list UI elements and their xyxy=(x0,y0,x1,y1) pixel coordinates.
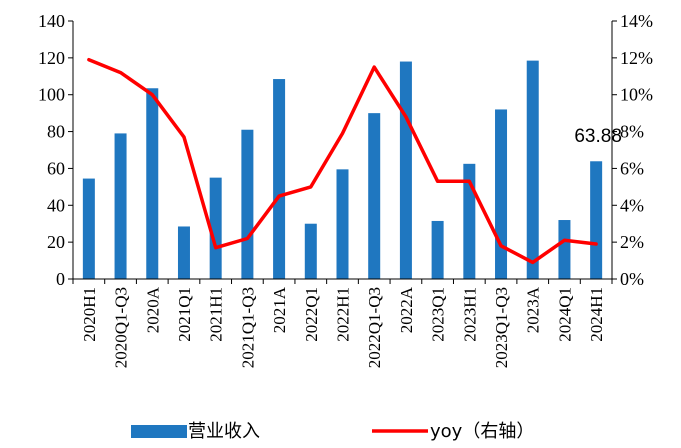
legend: 营业收入 yoy（右轴） xyxy=(131,421,534,442)
axes xyxy=(68,20,617,284)
right-tick-label: 4% xyxy=(620,195,644,215)
right-axis-ticks: 0% 2% 4% 6% 8% 10% 12% 14% xyxy=(620,11,653,289)
x-tick-label-2022h1: 2022H1 xyxy=(334,287,353,342)
bar-2023a xyxy=(526,60,539,279)
x-axis-ticks: 2020H1 2020Q1-Q3 2020A 2021Q1 2021H1 2021Q1-Q… xyxy=(80,286,606,368)
x-tick-label-2021a: 2021A xyxy=(270,286,289,333)
left-tick-label: 0 xyxy=(56,269,65,289)
bar-2020a xyxy=(146,88,159,279)
yoy-line xyxy=(87,57,598,265)
bar-2020q1-q3 xyxy=(114,133,127,279)
bar-2023q1 xyxy=(431,220,444,279)
x-tick-label-2020h1: 2020H1 xyxy=(80,287,99,342)
left-axis-ticks: 0 20 40 60 80 100 120 140 xyxy=(38,11,65,289)
x-tick-label-2023q1-q3: 2023Q1-Q3 xyxy=(492,287,511,368)
left-tick-label: 40 xyxy=(47,195,65,215)
line-series xyxy=(87,57,598,265)
left-tick-label: 20 xyxy=(47,232,65,252)
x-tick-label-2022q1: 2022Q1 xyxy=(302,287,321,342)
x-tick-label-2022q1-q3: 2022Q1-Q3 xyxy=(365,287,384,368)
bar-2024q1 xyxy=(558,220,571,279)
left-tick-label: 60 xyxy=(47,158,65,178)
bar-2021q1-q3 xyxy=(241,129,254,279)
x-tick-label-2020a: 2020A xyxy=(143,286,162,333)
x-tick-label-2024h1: 2024H1 xyxy=(587,287,606,342)
bar-2022q1 xyxy=(304,223,317,279)
x-tick-label-2020q1-q3: 2020Q1-Q3 xyxy=(112,287,131,368)
bar-2021q1 xyxy=(177,226,190,279)
legend-label-revenue: 营业收入 xyxy=(188,421,260,442)
bar-2021h1 xyxy=(209,177,222,279)
left-tick-label: 100 xyxy=(38,85,65,105)
bar-series xyxy=(82,60,603,280)
bar-2021a xyxy=(273,79,286,279)
legend-swatch-revenue xyxy=(131,425,187,438)
x-tick-label-2022a: 2022A xyxy=(397,286,416,333)
right-tick-label: 0% xyxy=(620,269,644,289)
left-tick-label: 140 xyxy=(38,11,65,31)
right-tick-label: 14% xyxy=(620,11,653,31)
x-tick-label-2021q1-q3: 2021Q1-Q3 xyxy=(238,287,257,368)
left-tick-label: 120 xyxy=(38,48,65,68)
x-tick-label-2023a: 2023A xyxy=(524,286,543,333)
bar-2023q1-q3 xyxy=(495,109,508,279)
legend-label-yoy: yoy（右轴） xyxy=(430,421,534,442)
bar-2023h1 xyxy=(463,163,476,279)
x-tick-label-2021q1: 2021Q1 xyxy=(175,287,194,342)
data-label-2024h1: 63.88 xyxy=(574,126,622,147)
bar-2020h1 xyxy=(82,178,95,279)
x-tick-label-2024q1: 2024Q1 xyxy=(555,287,574,342)
right-tick-label: 2% xyxy=(620,232,644,252)
right-tick-label: 10% xyxy=(620,85,653,105)
bar-2022a xyxy=(399,61,412,279)
bar-2024h1 xyxy=(590,161,603,279)
x-tick-label-2021h1: 2021H1 xyxy=(207,287,226,342)
right-tick-label: 8% xyxy=(620,122,644,142)
bar-2022q1-q3 xyxy=(368,113,381,280)
x-tick-label-2023q1: 2023Q1 xyxy=(429,287,448,342)
bar-2022h1 xyxy=(336,169,349,279)
right-tick-label: 6% xyxy=(620,158,644,178)
left-tick-label: 80 xyxy=(47,122,65,142)
x-tick-label-2023h1: 2023H1 xyxy=(460,287,479,342)
right-tick-label: 12% xyxy=(620,48,653,68)
